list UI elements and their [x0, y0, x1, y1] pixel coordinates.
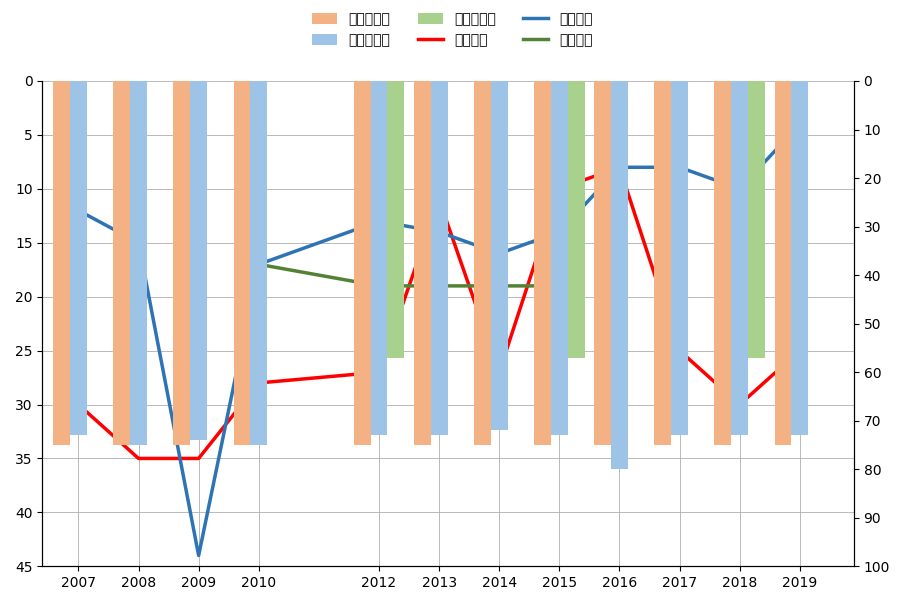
- Bar: [534, 81, 551, 445]
- Bar: [431, 81, 448, 435]
- Bar: [130, 81, 147, 445]
- Legend: 国語正答率, 算数正答率, 理科正答率, 国語順位, 算数順位, 理科順位: 国語正答率, 算数正答率, 理科正答率, 国語順位, 算数順位, 理科順位: [307, 7, 598, 53]
- Bar: [611, 81, 628, 469]
- Bar: [791, 81, 808, 435]
- Bar: [775, 81, 791, 445]
- Bar: [233, 81, 251, 445]
- Bar: [113, 81, 130, 445]
- Bar: [654, 81, 672, 445]
- Bar: [748, 81, 765, 358]
- Bar: [595, 81, 611, 445]
- Bar: [714, 81, 731, 445]
- Bar: [53, 81, 70, 445]
- Bar: [387, 81, 405, 358]
- Bar: [567, 81, 585, 358]
- Bar: [190, 81, 207, 440]
- Bar: [474, 81, 491, 445]
- Bar: [70, 81, 87, 435]
- Bar: [370, 81, 387, 435]
- Bar: [551, 81, 567, 435]
- Bar: [354, 81, 370, 445]
- Bar: [491, 81, 508, 430]
- Bar: [251, 81, 267, 445]
- Bar: [414, 81, 431, 445]
- Bar: [672, 81, 688, 435]
- Bar: [174, 81, 190, 445]
- Bar: [731, 81, 748, 435]
